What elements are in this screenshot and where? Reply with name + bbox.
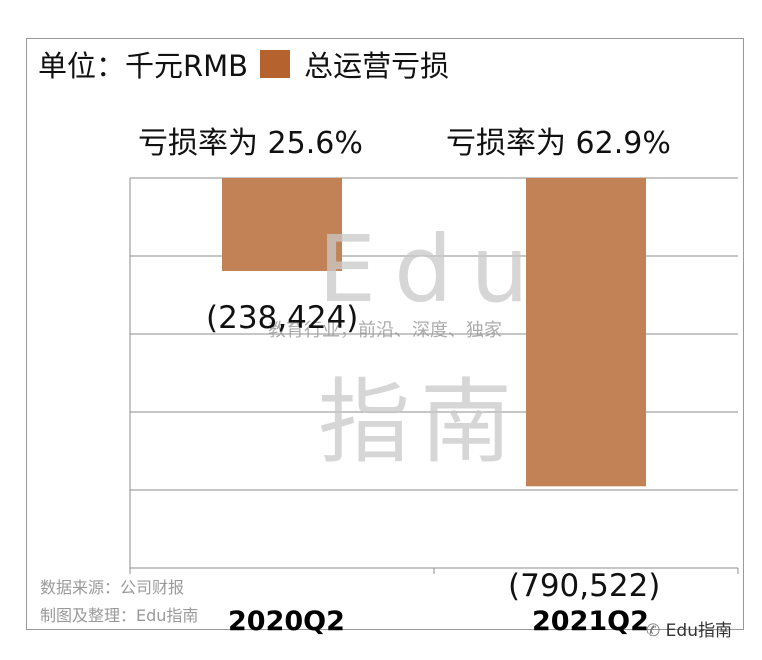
- data-label-2021q2: (790,522): [508, 568, 661, 604]
- source-line: 数据来源：公司财报: [40, 578, 185, 597]
- loss-rate-2020q2: 亏损率为 25.6%: [138, 126, 363, 161]
- credit-line: 制图及整理：Edu指南: [40, 606, 199, 625]
- chart-frame: [26, 38, 744, 630]
- data-label-2020q2: (238,424): [206, 300, 359, 336]
- x-tick-2021q2: 2021Q2: [532, 606, 649, 637]
- legend-label: 总运营亏损: [304, 49, 450, 83]
- wechat-label: Edu指南: [665, 621, 732, 641]
- chart-header: 单位：千元RMB 总运营亏损: [38, 44, 449, 84]
- watermark-tagline: 教育行业，前沿、深度、独家: [268, 320, 502, 341]
- wechat-watermark: ✆ Edu指南: [646, 616, 732, 641]
- bar-2020q2: [222, 178, 342, 271]
- unit-label: 单位：千元RMB: [38, 49, 249, 83]
- wechat-icon: ✆: [646, 621, 666, 641]
- bar-2021q2: [526, 178, 646, 487]
- watermark-name: 指南: [318, 369, 523, 476]
- x-tick-2020q2: 2020Q2: [228, 606, 345, 637]
- legend-swatch: [260, 50, 291, 78]
- loss-rate-2021q2: 亏损率为 62.9%: [446, 126, 671, 161]
- watermark-brand: Edu: [318, 216, 547, 323]
